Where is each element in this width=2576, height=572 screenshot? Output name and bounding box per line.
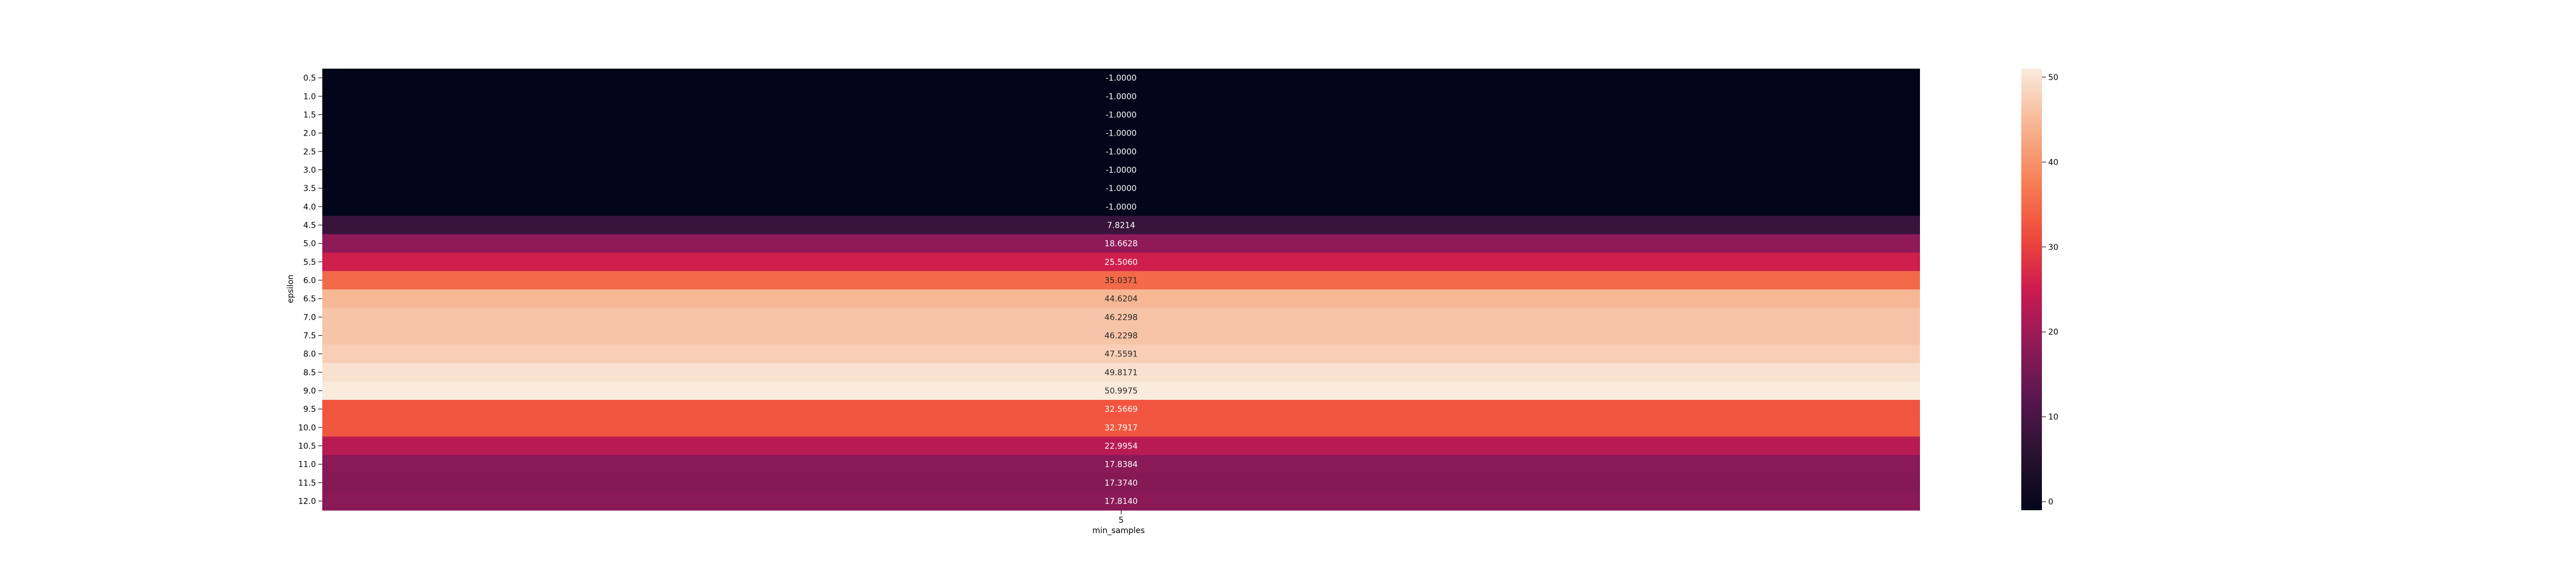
heatmap-cell [322,234,1920,253]
colorbar [2021,69,2042,510]
heatmap-cell [322,418,1920,437]
y-tick-label: 0.5 [303,74,316,83]
cell-value-label: 32.7917 [1105,423,1138,432]
y-tick-label: 1.5 [303,110,316,120]
heatmap-cell [322,142,1920,161]
colorbar-ticks: 0 10 20 30 40 50 [2042,73,2059,507]
cell-value-label: 35.0371 [1105,276,1138,285]
y-tick-label: 12.0 [298,497,316,506]
heatmap-cell [322,308,1920,327]
x-tick-label: 5 [1119,516,1124,525]
heatmap-cell [322,105,1920,125]
y-axis-label: epsilon [286,275,295,303]
cell-value-label: -1.0000 [1105,74,1136,83]
y-tick-label: 4.5 [303,221,316,230]
heatmap-cell [322,271,1920,290]
y-tick-label: 8.0 [303,350,316,359]
y-tick-label: 6.0 [303,276,316,285]
heatmap-cell [322,400,1920,419]
y-tick-label: 2.0 [303,129,316,138]
heatmap-cell [322,326,1920,345]
y-tick-label: 11.5 [298,479,316,488]
y-tick-label: 4.0 [303,202,316,212]
cell-value-label: -1.0000 [1105,184,1136,193]
cell-value-label: 22.9954 [1105,442,1138,451]
heatmap-cell [322,87,1920,106]
x-axis: 5 [1119,510,1124,525]
colorbar-tick-label: 20 [2048,328,2059,337]
y-tick-label: 7.5 [303,331,316,340]
heatmap-cells [322,69,1920,511]
y-tick-label: 7.0 [303,313,316,322]
heatmap-cell [322,179,1920,198]
heatmap-cell [322,491,1920,511]
colorbar-tick-label: 30 [2048,243,2059,252]
y-tick-label: 10.5 [298,442,316,451]
cell-value-label: 17.8140 [1105,497,1138,506]
heatmap-cell [322,197,1920,216]
cell-value-label: -1.0000 [1105,129,1136,138]
heatmap-cell-labels: -1.0000 -1.0000 -1.0000 -1.0000 -1.0000 -1.00… [1105,74,1138,506]
y-tick-label: 5.5 [303,258,316,267]
cell-value-label: -1.0000 [1105,148,1136,157]
cell-value-label: 46.2298 [1105,331,1138,340]
cell-value-label: 47.5591 [1105,350,1138,359]
cell-value-label: 17.8384 [1105,460,1138,470]
cell-value-label: 50.9975 [1105,387,1138,396]
y-tick-label: 2.5 [303,148,316,157]
heatmap-cell [322,160,1920,180]
cell-value-label: -1.0000 [1105,202,1136,212]
cell-value-label: -1.0000 [1105,92,1136,101]
y-tick-label: 8.5 [303,368,316,378]
cell-value-label: 32.5669 [1105,405,1138,414]
heatmap-cell [322,455,1920,474]
colorbar-tick-label: 40 [2048,158,2059,167]
cell-value-label: 7.8214 [1107,221,1135,230]
heatmap-cell [322,124,1920,143]
cell-value-label: -1.0000 [1105,110,1136,120]
y-tick-label: 11.0 [298,460,316,470]
heatmap-cell [322,252,1920,272]
cell-value-label: 49.8171 [1105,368,1138,378]
cell-value-label: -1.0000 [1105,166,1136,175]
y-tick-label: 5.0 [303,240,316,249]
heatmap-cell [322,381,1920,400]
heatmap-cell [322,344,1920,364]
heatmap-cell [322,289,1920,308]
heatmap-cell [322,473,1920,492]
y-tick-label: 9.5 [303,405,316,414]
cell-value-label: 18.6628 [1105,240,1138,249]
y-tick-label: 3.5 [303,184,316,193]
y-tick-label: 3.0 [303,166,316,175]
heatmap-cell [322,216,1920,235]
cell-value-label: 46.2298 [1105,313,1138,322]
cell-value-label: 25.5060 [1105,258,1138,267]
heatmap-cell [322,69,1920,88]
colorbar-tick-label: 50 [2048,73,2059,82]
colorbar-tick-label: 10 [2048,413,2059,422]
cell-value-label: 17.3740 [1105,479,1138,488]
y-tick-label: 9.0 [303,387,316,396]
x-axis-label: min_samples [1092,526,1145,535]
y-tick-label: 1.0 [303,92,316,101]
y-axis: 0.5 1.0 1.5 2.0 2.5 3.0 3.5 4.0 4.5 5.0 5.5 6.0 6.5 7… [298,74,322,506]
colorbar-tick-label: 0 [2048,498,2053,507]
cell-value-label: 44.6204 [1105,295,1138,304]
y-tick-label: 10.0 [298,423,316,432]
y-tick-label: 6.5 [303,295,316,304]
heatmap-cell [322,436,1920,456]
heatmap-cell [322,363,1920,382]
